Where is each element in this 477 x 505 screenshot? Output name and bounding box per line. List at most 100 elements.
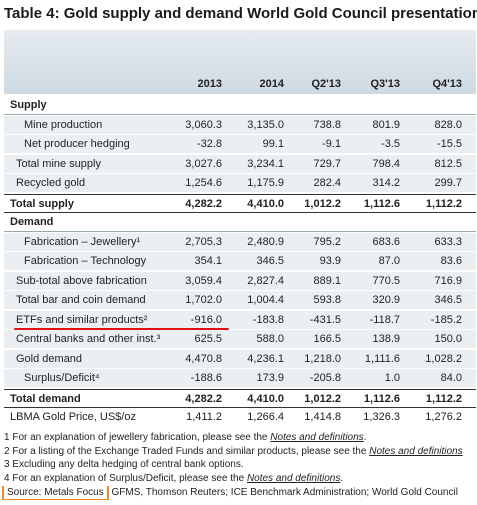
- column-header: Q4'13: [432, 78, 462, 90]
- cell-value: 3,060.3: [185, 118, 222, 131]
- section-row: Supply: [4, 96, 476, 115]
- cell-value: 1,111.6: [364, 352, 400, 365]
- cell-value: 1,411.2: [186, 411, 222, 423]
- row-label: Total bar and coin demand: [16, 294, 146, 306]
- footnote-link: Notes and definitions: [270, 432, 364, 443]
- cell-value: 683.6: [372, 235, 400, 248]
- cell-value: -9.1: [322, 138, 341, 150]
- row-label: Gold demand: [16, 352, 83, 365]
- cell-value: 138.9: [372, 333, 400, 345]
- cell-value: 346.5: [434, 294, 462, 306]
- table-row: Mine production 3,060.3 3,135.0 738.8 801.9 8…: [4, 115, 476, 135]
- cell-value: 1,254.6: [185, 177, 222, 189]
- cell-value: -32.8: [196, 138, 222, 150]
- row-label: Mine production: [24, 118, 103, 131]
- cell-value: 1,276.2: [425, 411, 462, 423]
- footnote-link: Notes and definitions: [246, 472, 341, 484]
- footnote: 4 For an explanation of Surplus/Deficit,…: [4, 473, 476, 484]
- table-row: Total demand 4,282.2 4,410.0 1,012.2 1,112.6…: [4, 388, 476, 408]
- cell-value: 4,470.8: [185, 352, 222, 365]
- cell-value: -183.8: [252, 313, 284, 326]
- table-row: Sub-total above fabrication 3,059.4 2,827.…: [4, 271, 476, 291]
- cell-value: 1,175.9: [247, 177, 284, 189]
- cell-value: 3,027.6: [185, 157, 222, 170]
- cell-value: 588.0: [256, 333, 284, 345]
- cell-value: 1,004.4: [247, 294, 284, 306]
- cell-value: 4,236.1: [247, 352, 284, 365]
- cell-value: 1,112.2: [425, 197, 462, 210]
- cell-value: -916.0: [190, 313, 222, 326]
- row-label: Fabrication – Jewellery¹: [24, 235, 141, 248]
- cell-value: 801.9: [372, 118, 400, 131]
- table-row: Total supply 4,282.2 4,410.0 1,012.2 1,112.6…: [4, 193, 476, 213]
- cell-value: 3,135.0: [247, 118, 284, 131]
- row-label: Total demand: [10, 392, 81, 405]
- footnote-text: For a listing of the Exchange Traded Fun…: [12, 445, 370, 457]
- table-row: Net producer hedging -32.8 99.1 -9.1 -3.5 -15…: [4, 135, 476, 154]
- cell-value: 828.0: [434, 118, 462, 131]
- footnote-number: 4: [4, 472, 10, 484]
- row-label: Fabrication – Technology: [24, 255, 147, 267]
- cell-value: 812.5: [434, 157, 462, 170]
- cell-value: 798.4: [372, 157, 400, 170]
- table-row: LBMA Gold Price, US$/oz 1,411.2 1,266.4 1,4…: [4, 408, 476, 427]
- footnote-number: 1: [4, 432, 10, 443]
- cell-value: 3,059.4: [185, 274, 222, 287]
- cell-value: 4,410.0: [247, 197, 284, 210]
- cell-value: -205.8: [309, 372, 341, 384]
- table-row: Fabrication – Technology 354.1 346.5 93.9 87…: [4, 252, 476, 271]
- cell-value: 2,705.3: [185, 235, 222, 248]
- cell-value: 633.3: [434, 235, 462, 248]
- cell-value: 83.6: [440, 255, 462, 267]
- row-label: LBMA Gold Price, US$/oz: [10, 411, 136, 423]
- cell-value: 282.4: [313, 177, 341, 189]
- footnote: 1 For an explanation of jewellery fabric…: [4, 432, 476, 443]
- cell-value: 1,112.6: [363, 197, 400, 210]
- footnote-link: Notes and definitions: [369, 445, 463, 457]
- cell-value: 593.8: [313, 294, 341, 306]
- table-row: Surplus/Deficit⁴ -188.6 173.9 -205.8 1.0 84.0: [4, 369, 476, 388]
- column-header: 2014: [259, 78, 284, 90]
- footnote-number: 2: [4, 445, 10, 457]
- section-row: Demand: [4, 213, 476, 232]
- cell-value: 354.1: [194, 255, 222, 267]
- cell-value: 99.1: [262, 138, 284, 150]
- cell-value: 1,112.2: [425, 392, 462, 405]
- cell-value: 84.0: [440, 372, 462, 384]
- cell-value: 889.1: [313, 274, 341, 287]
- cell-value: -188.6: [190, 372, 222, 384]
- table-row: Recycled gold 1,254.6 1,175.9 282.4 314.2 299…: [4, 174, 476, 193]
- column-header: Q2'13: [311, 78, 341, 90]
- cell-value: 1,012.2: [304, 392, 341, 405]
- table-row: ETFs and similar products² -916.0 -183.8 -4…: [4, 310, 476, 330]
- footnote-text: For an explanation of Surplus/Deficit, p…: [12, 472, 247, 484]
- source-rest: GFMS, Thomson Reuters; ICE Benchmark Adm…: [111, 487, 458, 498]
- cell-value: 166.5: [313, 333, 341, 345]
- row-label: Total supply: [10, 197, 74, 210]
- cell-value: 716.9: [434, 274, 462, 287]
- cell-value: 770.5: [372, 274, 400, 287]
- cell-value: 299.7: [434, 177, 462, 189]
- column-header: 2013: [197, 78, 222, 90]
- footnote-text: For an explanation of jewellery fabricat…: [12, 432, 271, 443]
- cell-value: 346.5: [256, 255, 284, 267]
- section-title: Demand: [10, 216, 54, 228]
- cell-value: -185.2: [430, 313, 462, 326]
- cell-value: 795.2: [313, 235, 341, 248]
- row-label: Recycled gold: [16, 177, 86, 189]
- row-label: Central banks and other inst.³: [16, 333, 161, 345]
- row-label: Net producer hedging: [24, 138, 130, 150]
- row-label: Surplus/Deficit⁴: [24, 372, 100, 384]
- table-row: Fabrication – Jewellery¹ 2,705.3 2,480.9 79…: [4, 232, 476, 252]
- cell-value: 320.9: [372, 294, 400, 306]
- cell-value: 1,326.3: [363, 411, 400, 423]
- cell-value: 2,480.9: [247, 235, 284, 248]
- footnote-number: 3: [4, 459, 10, 470]
- cell-value: -118.7: [369, 313, 400, 326]
- cell-value: 87.0: [378, 255, 400, 267]
- footnote-text: Excluding any delta hedging of central b…: [12, 459, 244, 470]
- cell-value: 3,234.1: [247, 157, 284, 170]
- footnote-end: .: [340, 472, 344, 484]
- cell-value: 1,414.8: [304, 411, 341, 423]
